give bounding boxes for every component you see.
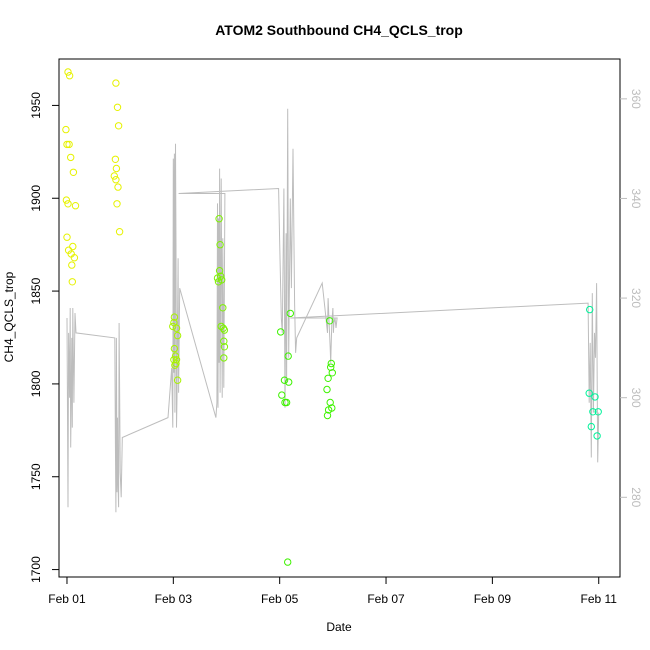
data-point: [171, 361, 179, 369]
y2-tick-label: 300: [629, 388, 643, 408]
data-point: [114, 122, 123, 130]
data-point: [284, 352, 292, 360]
data-point: [328, 369, 336, 377]
data-point: [170, 356, 178, 364]
y2-tick-label: 320: [629, 288, 643, 308]
data-point: [216, 241, 224, 249]
data-point: [587, 422, 595, 431]
data-point: [219, 324, 228, 332]
data-point: [67, 153, 75, 162]
data-point: [220, 326, 229, 334]
data-point: [219, 304, 227, 312]
data-point: [172, 356, 181, 364]
axes-layer: Feb 01 Feb 03 Feb 05 Feb 07 Feb 09 Feb 11 1700…: [29, 89, 643, 606]
data-point: [324, 406, 333, 414]
data-point: [284, 558, 292, 566]
data-point: [64, 246, 73, 254]
data-point: [114, 183, 122, 191]
data-point: [70, 254, 79, 262]
data-point: [326, 317, 334, 325]
data-point: [64, 200, 72, 208]
y-tick-label: 1800: [29, 370, 43, 397]
data-point: [62, 125, 70, 134]
data-point: [585, 389, 593, 397]
y2-tick-label: 280: [629, 487, 643, 507]
data-point: [69, 168, 78, 177]
data-point: [323, 411, 332, 420]
data-point: [214, 278, 223, 286]
x-axis-label: Date: [326, 620, 352, 634]
data-point: [62, 196, 71, 204]
x-tick-label: Feb 11: [580, 592, 617, 606]
chart-title: ATOM2 Southbound CH4_QCLS_trop: [215, 22, 463, 38]
data-point: [285, 378, 293, 386]
y-tick-label: 1950: [29, 92, 43, 119]
data-point: [112, 176, 120, 184]
data-point: [278, 391, 286, 399]
data-point: [63, 233, 71, 241]
data-point: [169, 322, 177, 331]
data-point: [280, 376, 289, 384]
data-point: [277, 328, 285, 336]
data-point: [65, 72, 74, 80]
data-point: [173, 331, 182, 340]
data-point: [170, 313, 179, 321]
x-tick-label: Feb 03: [155, 592, 193, 606]
y2-tick-label: 340: [629, 188, 643, 208]
data-point: [71, 202, 80, 210]
y-tick-label: 1900: [29, 185, 43, 212]
data-point: [213, 274, 222, 282]
y-tick-label: 1850: [29, 277, 43, 304]
data-point: [112, 79, 120, 87]
data-point: [594, 408, 602, 416]
data-point: [63, 140, 71, 149]
x-tick-label: Feb 09: [474, 592, 512, 606]
data-point: [591, 393, 599, 401]
data-point: [68, 278, 77, 286]
data-point: [324, 374, 332, 382]
altitude-line: [66, 108, 600, 513]
data-point: [112, 164, 121, 173]
y-axis-label: CH4_QCLS_trop: [2, 271, 16, 362]
points-layer: [62, 68, 602, 566]
data-point: [115, 228, 124, 236]
data-point: [327, 359, 335, 368]
data-point: [172, 324, 181, 332]
x-tick-label: Feb 07: [367, 592, 405, 606]
data-point: [215, 267, 224, 275]
data-point: [171, 352, 180, 360]
data-point: [589, 408, 597, 416]
plot-frame: [58, 58, 621, 578]
data-point: [326, 398, 334, 407]
data-point: [586, 305, 594, 314]
data-point: [593, 432, 601, 440]
data-point: [173, 376, 182, 384]
altitude-layer: [66, 108, 600, 513]
data-point: [170, 344, 179, 353]
data-point: [215, 215, 223, 223]
data-point: [68, 261, 76, 269]
y-tick-label: 1700: [29, 556, 43, 583]
y2-tick-label: 360: [629, 89, 643, 109]
x-tick-label: Feb 05: [261, 592, 299, 606]
x-tick-label: Feb 01: [48, 592, 86, 606]
data-point: [113, 103, 122, 112]
data-point: [282, 398, 291, 407]
data-point: [323, 385, 331, 394]
data-point: [220, 354, 228, 362]
data-point: [110, 172, 119, 180]
data-point: [69, 242, 77, 251]
data-point: [64, 68, 72, 76]
data-point: [172, 359, 180, 368]
data-point: [286, 309, 294, 318]
data-point: [113, 200, 121, 208]
data-point: [220, 343, 229, 351]
data-point: [111, 155, 120, 164]
y-tick-label: 1750: [29, 463, 43, 490]
data-point: [65, 140, 73, 149]
data-point: [220, 337, 228, 345]
